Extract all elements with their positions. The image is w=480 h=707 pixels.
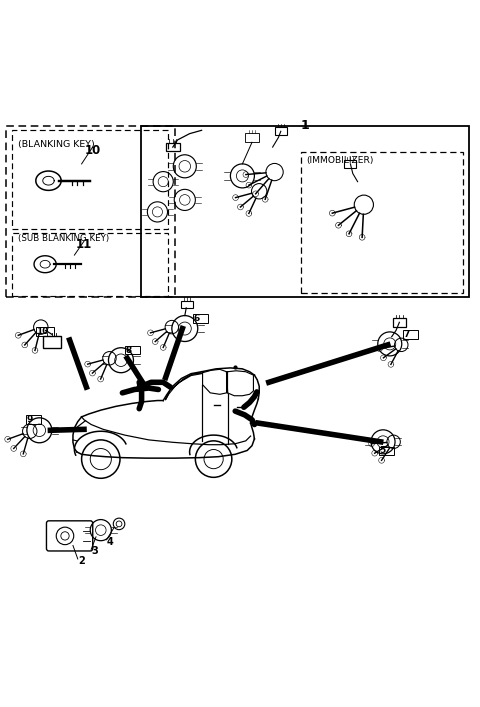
Bar [393, 318, 406, 327]
Bar [26, 415, 41, 423]
Text: (BLANKING KEY): (BLANKING KEY) [18, 141, 95, 149]
Text: (IMMOBILIZER): (IMMOBILIZER) [306, 156, 373, 165]
Text: 5: 5 [380, 446, 386, 455]
Bar [125, 346, 140, 354]
Text: (SUB BLANKING KEY): (SUB BLANKING KEY) [18, 235, 109, 243]
Bar [12, 233, 168, 296]
Text: 6: 6 [193, 314, 200, 323]
Text: 11: 11 [76, 238, 92, 251]
Bar [245, 133, 259, 142]
Text: 1: 1 [301, 119, 310, 132]
Text: 2: 2 [78, 556, 85, 566]
Bar [6, 126, 175, 298]
Text: 8: 8 [125, 346, 132, 355]
Text: 10: 10 [36, 327, 49, 336]
Text: 7: 7 [404, 330, 410, 339]
Bar [403, 330, 418, 339]
Text: 9: 9 [27, 415, 33, 423]
Bar [193, 314, 208, 323]
Text: 4: 4 [107, 537, 114, 547]
Bar [141, 126, 469, 298]
Text: 10: 10 [84, 144, 101, 157]
Bar [379, 447, 394, 455]
Bar [345, 160, 356, 168]
Text: 3: 3 [92, 547, 98, 556]
Bar [12, 130, 168, 228]
Bar [43, 337, 61, 348]
Bar [181, 300, 193, 308]
Bar [166, 143, 180, 151]
Bar [36, 327, 54, 336]
Bar [275, 127, 287, 135]
Bar [301, 152, 463, 293]
